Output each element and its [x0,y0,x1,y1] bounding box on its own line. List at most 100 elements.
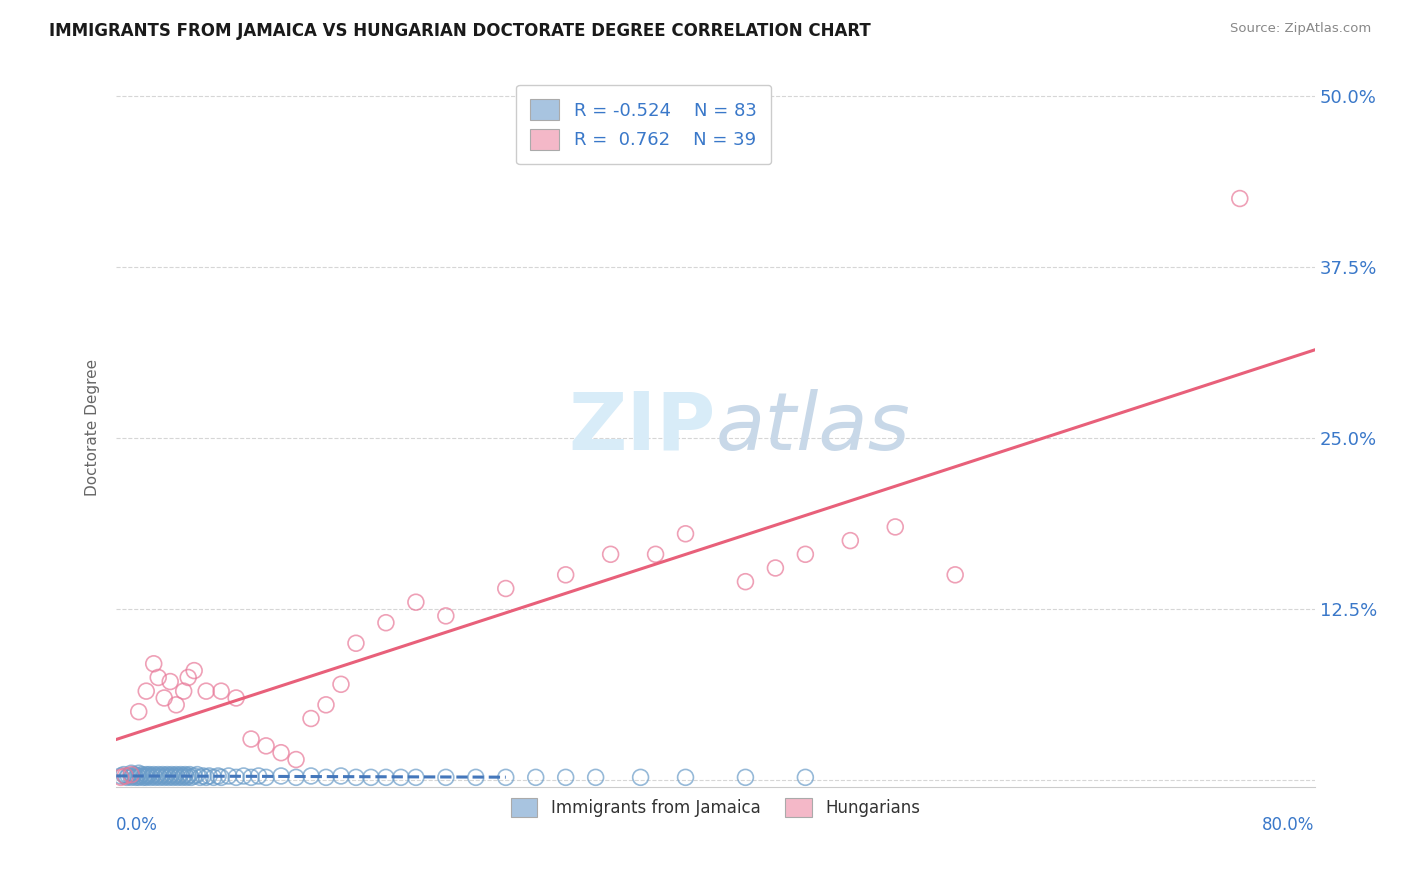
Point [675,526,697,541]
Point [128,766,150,780]
Point [186,767,208,781]
Point [202,770,225,784]
Point [630,770,652,784]
Point [163,769,186,783]
Point [344,770,367,784]
Point [142,657,165,671]
Point [315,698,337,712]
Point [794,770,817,784]
Point [405,770,427,784]
Point [128,705,150,719]
Point [360,770,382,784]
Point [128,770,150,784]
Point [434,608,457,623]
Text: IMMIGRANTS FROM JAMAICA VS HUNGARIAN DOCTORATE DEGREE CORRELATION CHART: IMMIGRANTS FROM JAMAICA VS HUNGARIAN DOC… [49,22,870,40]
Point [179,767,201,781]
Point [142,767,165,781]
Point [166,770,188,784]
Point [149,770,172,784]
Point [315,770,337,784]
Point [159,769,181,783]
Point [585,770,607,784]
Point [114,769,136,783]
Point [167,769,190,783]
Point [132,770,155,784]
Point [136,769,159,783]
Point [129,769,152,783]
Point [884,520,907,534]
Point [177,670,200,684]
Point [765,561,787,575]
Point [495,582,517,596]
Text: 80.0%: 80.0% [1263,815,1315,834]
Point [165,767,187,781]
Point [110,770,132,784]
Legend: Immigrants from Jamaica, Hungarians: Immigrants from Jamaica, Hungarians [499,787,932,829]
Point [117,769,139,783]
Point [173,684,195,698]
Point [285,770,308,784]
Point [299,712,322,726]
Point [162,770,184,784]
Point [943,567,966,582]
Point [122,767,145,781]
Point [180,770,202,784]
Point [115,770,138,784]
Point [198,769,221,783]
Point [131,767,153,781]
Point [110,769,132,783]
Point [240,770,263,784]
Point [299,769,322,783]
Point [734,770,756,784]
Point [170,767,193,781]
Point [120,770,142,784]
Point [1229,192,1251,206]
Point [152,767,174,781]
Point [405,595,427,609]
Point [135,770,157,784]
Point [218,769,240,783]
Point [599,547,621,561]
Point [157,770,180,784]
Point [156,767,179,781]
Point [794,547,817,561]
Point [191,769,214,783]
Text: ZIP: ZIP [568,389,716,467]
Point [127,769,149,783]
Point [153,770,176,784]
Point [734,574,756,589]
Point [125,770,148,784]
Point [176,770,198,784]
Text: Source: ZipAtlas.com: Source: ZipAtlas.com [1230,22,1371,36]
Point [374,770,396,784]
Point [464,770,486,784]
Point [155,769,177,783]
Point [139,770,162,784]
Point [285,753,308,767]
Point [209,770,232,784]
Point [247,769,270,783]
Point [172,770,194,784]
Point [134,769,156,783]
Point [389,770,412,784]
Point [138,767,160,781]
Point [644,547,666,561]
Point [195,684,218,698]
Point [159,674,181,689]
Point [374,615,396,630]
Point [207,769,229,783]
Point [524,770,547,784]
Point [153,690,176,705]
Point [135,767,157,781]
Point [173,769,195,783]
Point [270,746,292,760]
Y-axis label: Doctorate Degree: Doctorate Degree [86,359,100,496]
Point [148,670,170,684]
Point [143,770,166,784]
Point [495,770,517,784]
Point [225,770,247,784]
Point [135,684,157,698]
Point [183,769,205,783]
Point [254,770,277,784]
Point [148,767,170,781]
